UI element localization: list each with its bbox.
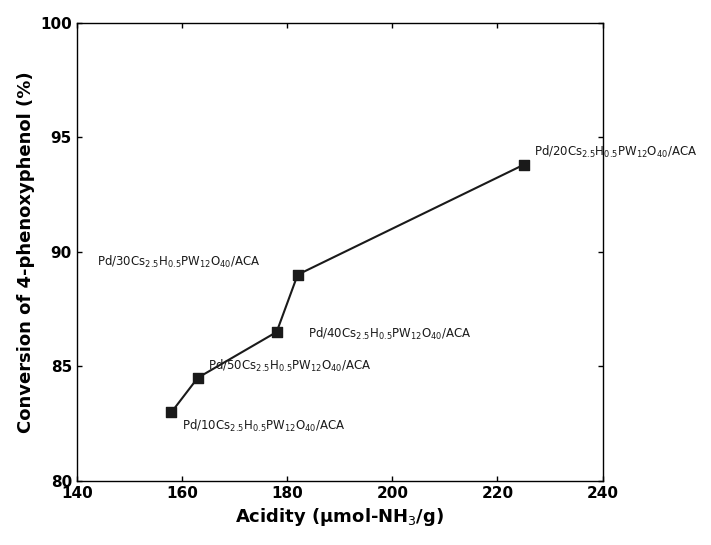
X-axis label: Acidity (μmol-NH$_{3}$/g): Acidity (μmol-NH$_{3}$/g) [235,506,444,528]
Point [166,408,177,416]
Text: Pd/50Cs$_{2.5}$H$_{0.5}$PW$_{12}$O$_{40}$/ACA: Pd/50Cs$_{2.5}$H$_{0.5}$PW$_{12}$O$_{40}… [208,358,372,374]
Y-axis label: Conversion of 4-phenoxyphenol (%): Conversion of 4-phenoxyphenol (%) [16,71,35,433]
Text: Pd/30Cs$_{2.5}$H$_{0.5}$PW$_{12}$O$_{40}$/ACA: Pd/30Cs$_{2.5}$H$_{0.5}$PW$_{12}$O$_{40}… [97,254,261,270]
Point [271,328,282,336]
Text: Pd/20Cs$_{2.5}$H$_{0.5}$PW$_{12}$O$_{40}$/ACA: Pd/20Cs$_{2.5}$H$_{0.5}$PW$_{12}$O$_{40}… [534,144,697,160]
Point [192,373,203,382]
Text: Pd/10Cs$_{2.5}$H$_{0.5}$PW$_{12}$O$_{40}$/ACA: Pd/10Cs$_{2.5}$H$_{0.5}$PW$_{12}$O$_{40}… [182,418,346,434]
Point [292,270,304,279]
Text: Pd/40Cs$_{2.5}$H$_{0.5}$PW$_{12}$O$_{40}$/ACA: Pd/40Cs$_{2.5}$H$_{0.5}$PW$_{12}$O$_{40}… [308,326,472,342]
Point [518,160,530,169]
